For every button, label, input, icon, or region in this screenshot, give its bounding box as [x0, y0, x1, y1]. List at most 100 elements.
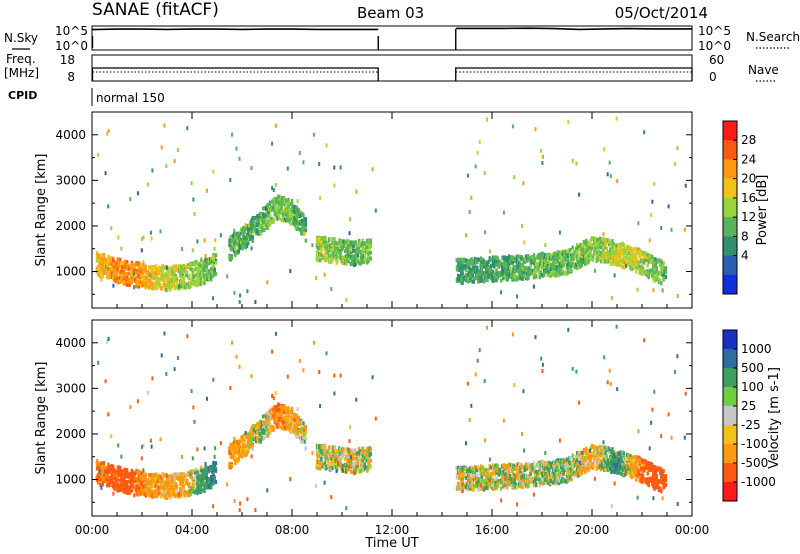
vel-point-698	[204, 470, 207, 475]
power-point-2726	[635, 255, 638, 259]
power-point-2492	[599, 240, 603, 245]
power-point-2447	[591, 257, 595, 262]
vel-point-512	[173, 478, 176, 483]
vel-point-82	[107, 462, 110, 467]
power-point-2442	[590, 243, 594, 248]
vel-point-1454	[347, 467, 350, 472]
power-point-885	[247, 231, 250, 236]
vel-point-1629	[461, 474, 464, 479]
vel-point-782	[230, 464, 233, 469]
power-point-2161	[546, 262, 549, 267]
vel-point-1167	[293, 424, 296, 429]
power-point-624	[192, 274, 196, 279]
vel-point-801	[234, 439, 237, 444]
power-point-1234	[304, 217, 307, 222]
power-point-2485	[598, 257, 602, 262]
power-point-171	[120, 275, 123, 279]
power-point-453	[165, 272, 169, 277]
vel-point-826	[237, 439, 240, 444]
nsky-tick-top: 10^5	[55, 24, 88, 38]
power-point-761	[214, 253, 218, 258]
power-point-155	[117, 265, 121, 270]
power-echo-24	[296, 199, 299, 204]
power-point-247	[131, 276, 135, 281]
power-point-174	[120, 261, 123, 266]
power-point-1383	[337, 241, 340, 246]
power-point-2850	[654, 262, 657, 267]
vel-point-1214	[301, 439, 304, 444]
vel-point-641	[196, 485, 199, 490]
power-point-1818	[491, 260, 495, 264]
power-point-1452	[347, 254, 350, 259]
vel-point-1329	[328, 446, 331, 451]
power-point-1446	[346, 246, 349, 251]
power-point-330	[145, 273, 149, 277]
power-point-987	[265, 225, 268, 230]
vel-point-740	[211, 469, 214, 474]
vel-point-235	[129, 477, 132, 482]
power-point-2420	[586, 247, 589, 252]
vel-point-817	[237, 441, 240, 446]
power-echo-130	[264, 206, 267, 211]
vel-point-1110	[285, 406, 288, 411]
power-point-591	[187, 265, 190, 270]
power-echo-94	[271, 141, 274, 146]
power-point-1689	[471, 271, 474, 276]
vel-point-1721	[476, 477, 479, 482]
power-point-504	[172, 264, 175, 269]
power-point-1126	[287, 201, 290, 206]
power-y-tick-label-1: 2000	[55, 219, 86, 233]
vel-point-1609	[458, 471, 461, 476]
power-point-2556	[609, 258, 612, 263]
vel-point-1051	[275, 416, 279, 421]
vel-point-1235	[304, 436, 307, 441]
power-point-767	[228, 243, 231, 248]
power-point-2836	[653, 267, 656, 272]
vel-point-910	[251, 447, 254, 451]
vel-point-1561	[365, 465, 368, 470]
power-point-695	[204, 268, 207, 273]
power-point-1298	[324, 240, 328, 244]
power-echo-145	[132, 272, 135, 277]
power-point-1179	[295, 227, 298, 231]
power-point-1454	[347, 259, 350, 264]
power-point-1611	[459, 274, 462, 279]
power-echo-140	[670, 227, 673, 232]
power-point-1415	[341, 246, 344, 251]
vel-point-1804	[489, 475, 493, 479]
vel-point-523	[175, 484, 179, 489]
power-echo-61	[339, 165, 342, 170]
vel-point-46	[101, 468, 104, 473]
power-point-2582	[612, 259, 615, 264]
vel-point-1803	[489, 465, 493, 470]
power-point-698	[204, 262, 207, 267]
power-point-1745	[480, 267, 483, 272]
power-point-1959	[513, 269, 516, 274]
power-point-2762	[639, 259, 643, 264]
power-point-2185	[549, 273, 553, 278]
power-point-270	[136, 276, 139, 281]
power-point-297	[141, 271, 144, 275]
vel-point-155	[117, 473, 121, 478]
power-point-313	[142, 276, 145, 281]
power-echo-55	[589, 240, 592, 245]
power-point-663	[198, 262, 201, 267]
power-echo-141	[312, 132, 315, 137]
power-point-2261	[560, 250, 563, 255]
power-point-2374	[579, 242, 582, 247]
vel-point-345	[148, 481, 151, 486]
power-echo-88	[196, 239, 199, 244]
vel-point-637	[195, 467, 198, 472]
power-point-801	[234, 231, 237, 236]
power-point-1814	[491, 279, 495, 283]
power-point-999	[267, 211, 271, 216]
power-point-2475	[597, 247, 600, 252]
vel-point-327	[144, 475, 147, 480]
power-echo-30	[637, 221, 640, 226]
power-point-1875	[501, 265, 504, 270]
vel-point-49	[101, 482, 104, 487]
power-point-1511	[356, 256, 360, 261]
power-point-975	[263, 223, 266, 227]
vel-point-1273	[320, 449, 323, 454]
power-point-969	[262, 212, 265, 217]
